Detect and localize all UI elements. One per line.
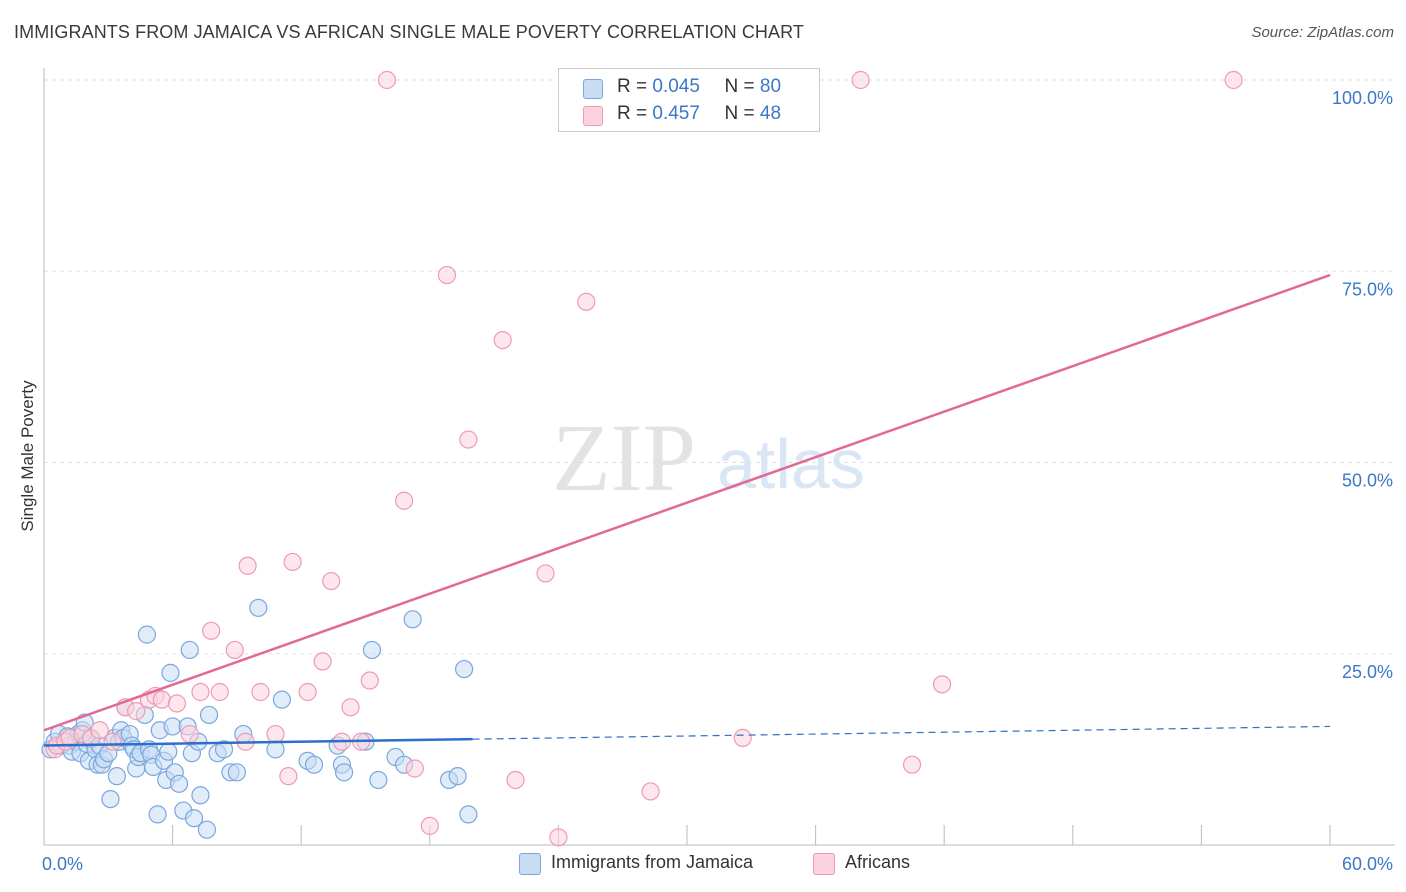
y-tick-label-100: 100.0% <box>1332 88 1393 108</box>
point-africans-24 <box>283 552 302 572</box>
tick-labels: 25.0% 50.0% 75.0% 100.0% 0.0% 60.0% <box>42 88 1393 874</box>
r-value-africans: 0.457 <box>652 103 700 124</box>
n-value-jamaica: 80 <box>759 76 782 97</box>
point-africans-36 <box>437 265 457 285</box>
y-tick-label-25: 25.0% <box>1342 662 1393 682</box>
point-africans-46 <box>902 755 922 774</box>
point-africans-45 <box>851 70 870 90</box>
trend-line-jamaica-extension <box>472 725 1331 740</box>
point-africans-34 <box>405 759 424 778</box>
point-jamaica-78 <box>448 767 467 786</box>
point-africans-18 <box>225 640 244 660</box>
point-jamaica-72 <box>362 640 382 660</box>
legend-label-jamaica: Immigrants from Jamaica <box>551 852 754 872</box>
point-jamaica-73 <box>369 770 388 790</box>
data-points <box>41 70 1243 847</box>
point-jamaica-53 <box>184 809 204 828</box>
point-africans-32 <box>377 70 397 90</box>
point-africans-9 <box>127 702 146 721</box>
watermark-atlas: atlas <box>717 425 865 503</box>
point-africans-41 <box>549 828 568 847</box>
point-africans-20 <box>238 556 257 575</box>
point-jamaica-57 <box>199 705 219 725</box>
x-tick-label-min: 0.0% <box>42 854 83 874</box>
point-jamaica-48 <box>169 774 189 793</box>
chart-title: IMMIGRANTS FROM JAMAICA VS AFRICAN SINGL… <box>14 22 804 42</box>
point-africans-38 <box>493 331 512 350</box>
point-africans-6 <box>90 721 109 740</box>
point-africans-22 <box>266 724 285 744</box>
x-tick-label-max: 60.0% <box>1342 854 1393 874</box>
point-jamaica-44 <box>159 742 178 761</box>
point-africans-14 <box>180 724 199 744</box>
point-jamaica-45 <box>161 663 180 682</box>
point-africans-16 <box>202 621 221 640</box>
point-africans-12 <box>152 690 171 709</box>
point-jamaica-56 <box>197 820 216 839</box>
point-africans-47 <box>932 675 952 694</box>
correlation-stats-box: R = 0.045 N = 80 R = 0.457 N = 48 <box>558 68 820 132</box>
point-jamaica-51 <box>180 640 199 660</box>
y-tick-label-75: 75.0% <box>1342 279 1393 299</box>
point-jamaica-55 <box>191 786 210 805</box>
point-africans-15 <box>191 682 210 702</box>
point-africans-42 <box>577 292 596 311</box>
point-jamaica-40 <box>148 805 167 824</box>
point-africans-27 <box>322 571 341 591</box>
legend-swatch-jamaica <box>519 853 541 875</box>
point-jamaica-22 <box>101 789 120 809</box>
point-africans-37 <box>459 430 478 449</box>
point-africans-35 <box>420 816 439 835</box>
legend-swatch-africans <box>813 853 835 875</box>
point-jamaica-80 <box>459 805 478 824</box>
point-jamaica-36 <box>137 625 156 644</box>
point-jamaica-70 <box>334 763 354 782</box>
point-africans-44 <box>733 728 752 748</box>
r-label: R = <box>617 103 648 124</box>
point-jamaica-63 <box>249 598 268 617</box>
y-tick-label-50: 50.0% <box>1342 471 1393 491</box>
point-africans-23 <box>279 767 298 786</box>
source-credit: Source: ZipAtlas.com <box>1251 24 1394 41</box>
point-jamaica-76 <box>403 610 422 629</box>
point-africans-7 <box>103 732 122 751</box>
point-africans-25 <box>298 682 317 702</box>
r-label: R = <box>617 76 648 97</box>
trend-lines <box>43 273 1331 747</box>
point-africans-48 <box>1224 70 1243 90</box>
trend-line-jamaica <box>43 737 473 747</box>
point-jamaica-67 <box>304 755 324 774</box>
point-africans-21 <box>251 682 270 702</box>
point-africans-13 <box>167 694 186 713</box>
n-label: N = <box>724 76 755 97</box>
point-africans-17 <box>210 682 229 702</box>
trend-line-africans <box>43 273 1331 732</box>
watermark-zip: ZIP <box>552 404 696 511</box>
point-jamaica-79 <box>454 659 474 679</box>
point-africans-29 <box>341 698 360 717</box>
point-africans-39 <box>506 770 525 790</box>
point-jamaica-61 <box>227 763 246 782</box>
point-jamaica-65 <box>272 690 292 709</box>
point-africans-43 <box>641 782 660 801</box>
point-africans-40 <box>536 564 555 583</box>
legend-label-africans: Africans <box>845 852 911 872</box>
r-value-jamaica: 0.045 <box>652 76 700 97</box>
jamaica-swatch <box>583 79 603 99</box>
point-jamaica-59 <box>214 740 234 759</box>
point-africans-26 <box>313 652 332 671</box>
point-africans-31 <box>360 671 379 690</box>
point-jamaica-24 <box>107 767 126 786</box>
n-value-africans: 48 <box>759 103 782 124</box>
n-label: N = <box>724 103 755 124</box>
africans-swatch <box>583 106 603 126</box>
point-africans-33 <box>394 491 414 510</box>
